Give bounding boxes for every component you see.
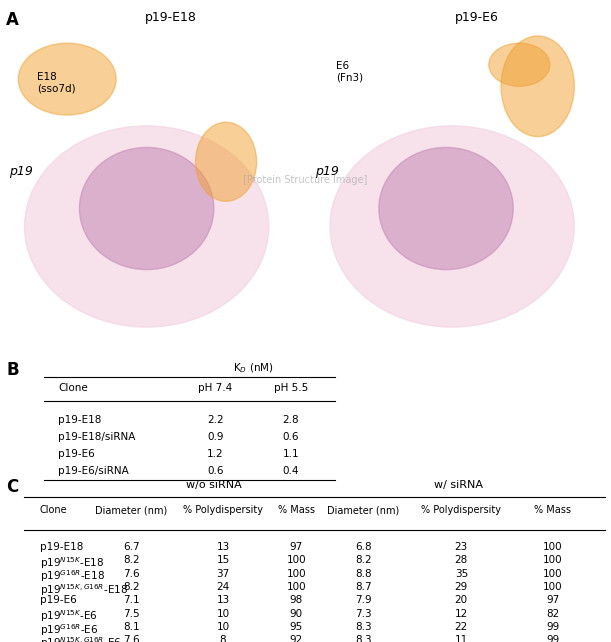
Ellipse shape	[489, 43, 550, 86]
Text: 8.1: 8.1	[123, 622, 140, 632]
Ellipse shape	[196, 122, 257, 202]
Text: Diameter (nm): Diameter (nm)	[95, 505, 167, 515]
Text: 35: 35	[455, 569, 468, 578]
Text: 90: 90	[290, 609, 303, 619]
Text: 8: 8	[220, 636, 226, 642]
Text: pH 7.4: pH 7.4	[199, 383, 233, 393]
Text: 0.6: 0.6	[282, 432, 299, 442]
Text: 20: 20	[455, 595, 468, 605]
Ellipse shape	[379, 148, 513, 270]
Text: p19-E6: p19-E6	[40, 595, 76, 605]
Text: 7.9: 7.9	[355, 595, 372, 605]
Text: 0.9: 0.9	[207, 432, 224, 442]
Text: 8.3: 8.3	[355, 622, 372, 632]
Text: Diameter (nm): Diameter (nm)	[327, 505, 400, 515]
Text: 15: 15	[216, 555, 230, 565]
Text: % Mass: % Mass	[535, 505, 571, 515]
Text: 8.8: 8.8	[355, 569, 372, 578]
Ellipse shape	[330, 126, 574, 327]
Text: 100: 100	[543, 542, 563, 552]
Text: 100: 100	[543, 569, 563, 578]
Text: 100: 100	[543, 582, 563, 592]
Text: [Protein Structure Image]: [Protein Structure Image]	[243, 175, 368, 185]
Text: 0.6: 0.6	[207, 466, 224, 476]
Text: 2.8: 2.8	[282, 415, 299, 425]
Ellipse shape	[24, 126, 269, 327]
Text: 22: 22	[455, 622, 468, 632]
Text: p19$^{N15K}$-E6: p19$^{N15K}$-E6	[40, 609, 98, 625]
Text: 82: 82	[546, 609, 560, 619]
Text: 100: 100	[543, 555, 563, 565]
Text: C: C	[6, 478, 18, 496]
Text: 7.5: 7.5	[123, 609, 140, 619]
Text: 29: 29	[455, 582, 468, 592]
Text: 13: 13	[216, 595, 230, 605]
Text: 0.4: 0.4	[282, 466, 299, 476]
Text: p19-E6: p19-E6	[455, 11, 499, 24]
Text: 8.2: 8.2	[355, 555, 372, 565]
Text: 10: 10	[216, 609, 230, 619]
Text: p19-E6: p19-E6	[58, 449, 95, 459]
Text: 2.2: 2.2	[207, 415, 224, 425]
Text: 1.2: 1.2	[207, 449, 224, 459]
Text: 7.6: 7.6	[123, 636, 140, 642]
Text: 8.7: 8.7	[355, 582, 372, 592]
Text: 99: 99	[546, 622, 560, 632]
Text: E18
(sso7d): E18 (sso7d)	[37, 72, 75, 94]
Text: 23: 23	[455, 542, 468, 552]
Text: 8.3: 8.3	[355, 636, 372, 642]
Text: p19-E18: p19-E18	[40, 542, 83, 552]
Text: 1.1: 1.1	[282, 449, 299, 459]
Text: 37: 37	[216, 569, 230, 578]
Text: 8.2: 8.2	[123, 582, 140, 592]
Text: p19-E18/siRNA: p19-E18/siRNA	[58, 432, 136, 442]
Ellipse shape	[79, 148, 214, 270]
Text: 28: 28	[455, 555, 468, 565]
Text: 12: 12	[455, 609, 468, 619]
Text: 99: 99	[546, 636, 560, 642]
Text: E6
(Fn3): E6 (Fn3)	[336, 61, 363, 83]
Text: 10: 10	[216, 622, 230, 632]
Text: 97: 97	[290, 542, 303, 552]
Text: p19-E18: p19-E18	[58, 415, 101, 425]
Text: p19$^{N15K,G16R}$-E6: p19$^{N15K,G16R}$-E6	[40, 636, 121, 642]
Text: 97: 97	[546, 595, 560, 605]
Text: 11: 11	[455, 636, 468, 642]
Text: p19-E6/siRNA: p19-E6/siRNA	[58, 466, 129, 476]
Text: w/o siRNA: w/o siRNA	[186, 480, 242, 490]
Text: 100: 100	[287, 569, 306, 578]
Text: 7.1: 7.1	[123, 595, 140, 605]
Text: 95: 95	[290, 622, 303, 632]
Text: % Polydispersity: % Polydispersity	[422, 505, 501, 515]
Text: A: A	[6, 11, 19, 29]
Text: pH 5.5: pH 5.5	[274, 383, 308, 393]
Text: 24: 24	[216, 582, 230, 592]
Text: B: B	[7, 361, 20, 379]
Text: 6.7: 6.7	[123, 542, 140, 552]
Text: 6.8: 6.8	[355, 542, 372, 552]
Text: K$_D$ (nM): K$_D$ (nM)	[233, 361, 274, 375]
Text: 92: 92	[290, 636, 303, 642]
Text: p19$^{G16R}$-E18: p19$^{G16R}$-E18	[40, 569, 104, 584]
Text: w/ siRNA: w/ siRNA	[434, 480, 483, 490]
Text: 7.3: 7.3	[355, 609, 372, 619]
Text: 98: 98	[290, 595, 303, 605]
Ellipse shape	[501, 36, 574, 137]
Text: p19$^{N15K}$-E18: p19$^{N15K}$-E18	[40, 555, 104, 571]
Text: Clone: Clone	[58, 383, 88, 393]
Text: % Mass: % Mass	[278, 505, 315, 515]
Text: 100: 100	[287, 555, 306, 565]
Text: p19$^{G16R}$-E6: p19$^{G16R}$-E6	[40, 622, 98, 638]
Text: 8.2: 8.2	[123, 555, 140, 565]
Text: p19: p19	[315, 166, 338, 178]
Text: 7.6: 7.6	[123, 569, 140, 578]
Text: p19$^{N15K,G16R}$-E18: p19$^{N15K,G16R}$-E18	[40, 582, 128, 598]
Ellipse shape	[18, 43, 116, 115]
Text: p19: p19	[9, 166, 33, 178]
Text: Clone: Clone	[40, 505, 67, 515]
Text: p19-E18: p19-E18	[145, 11, 197, 24]
Text: % Polydispersity: % Polydispersity	[183, 505, 263, 515]
Text: 13: 13	[216, 542, 230, 552]
Text: 100: 100	[287, 582, 306, 592]
